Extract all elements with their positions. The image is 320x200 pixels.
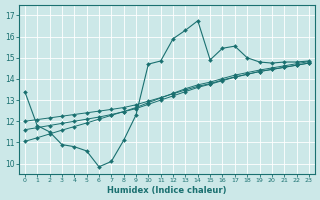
X-axis label: Humidex (Indice chaleur): Humidex (Indice chaleur) [107, 186, 227, 195]
